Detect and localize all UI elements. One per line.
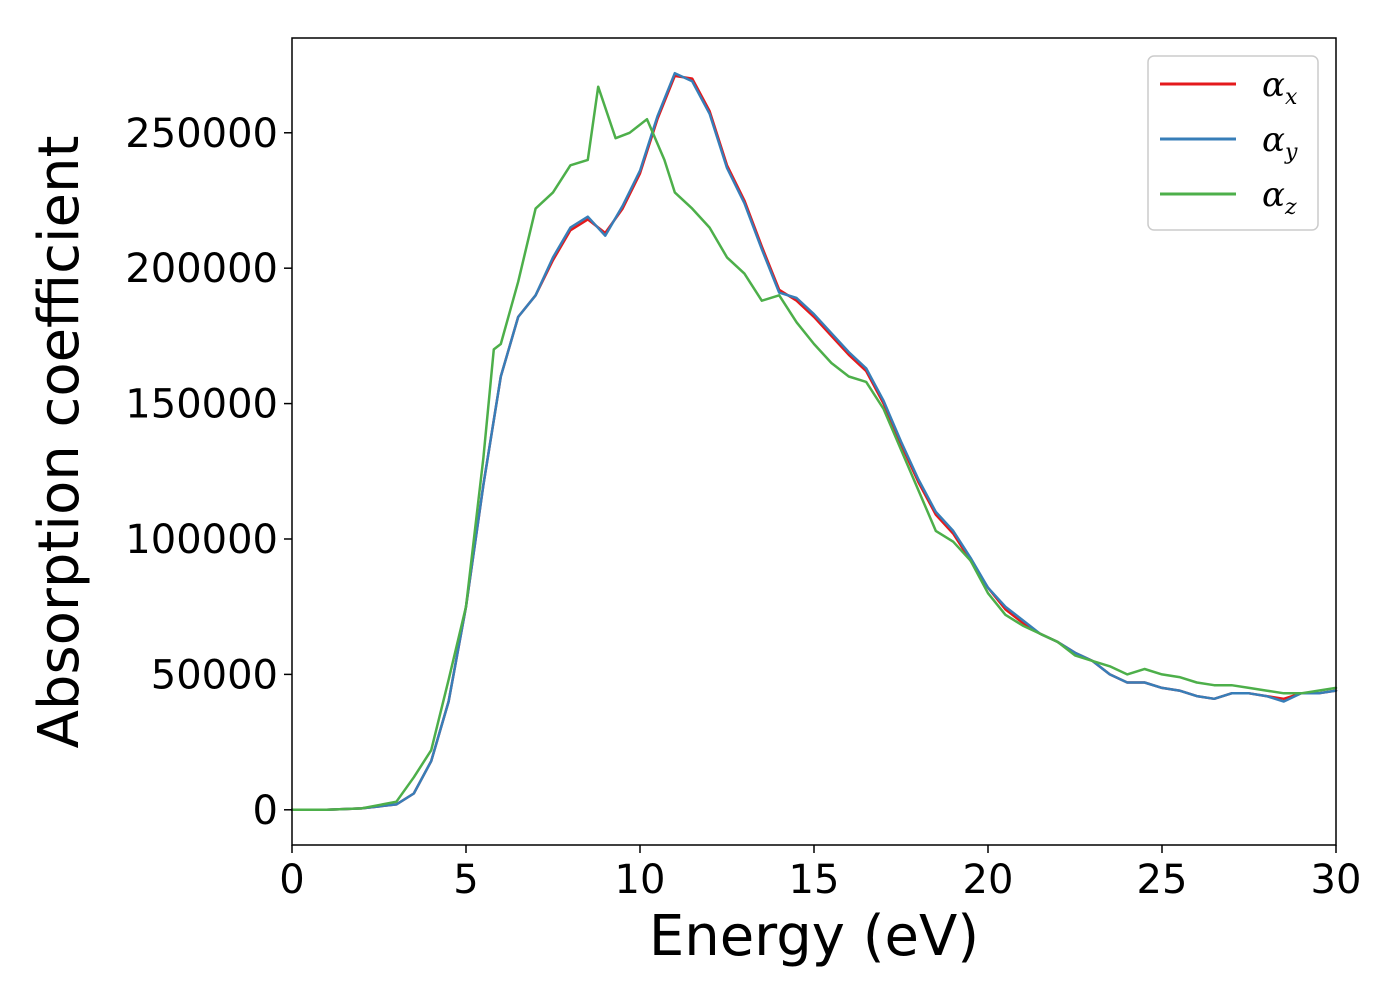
y-tick-label: 250000 (125, 111, 278, 157)
y-tick-label: 200000 (125, 246, 278, 292)
series-line-z (290, 85, 1338, 812)
y-tick-label: 50000 (151, 652, 278, 698)
x-tick-label: 10 (615, 857, 666, 903)
y-tick-label: 150000 (125, 382, 278, 428)
y-axis-title: Absorption coefficient (27, 136, 92, 749)
legend-label-x: αx (1262, 65, 1298, 110)
y-tick-label: 100000 (125, 517, 278, 563)
x-tick-label: 30 (1311, 857, 1362, 903)
y-tick-label: 0 (253, 788, 278, 834)
legend-label-z: αz (1262, 175, 1297, 220)
series-layer (290, 71, 1338, 812)
x-axis-title: Energy (eV) (649, 904, 979, 969)
x-tick-label: 15 (789, 857, 840, 903)
y-axis-ticks: 0 50000 100000 150000 200000 250000 (125, 111, 292, 834)
series-line-y (290, 71, 1338, 812)
x-tick-label: 20 (963, 857, 1014, 903)
legend: αx αy αz (1147, 55, 1319, 231)
x-tick-label: 0 (279, 857, 304, 903)
x-axis-ticks: 0 5 10 15 20 25 30 (279, 845, 1361, 903)
x-tick-label: 5 (453, 857, 478, 903)
x-tick-label: 25 (1137, 857, 1188, 903)
legend-label-y: αy (1262, 120, 1298, 165)
legend-box (1147, 55, 1319, 231)
